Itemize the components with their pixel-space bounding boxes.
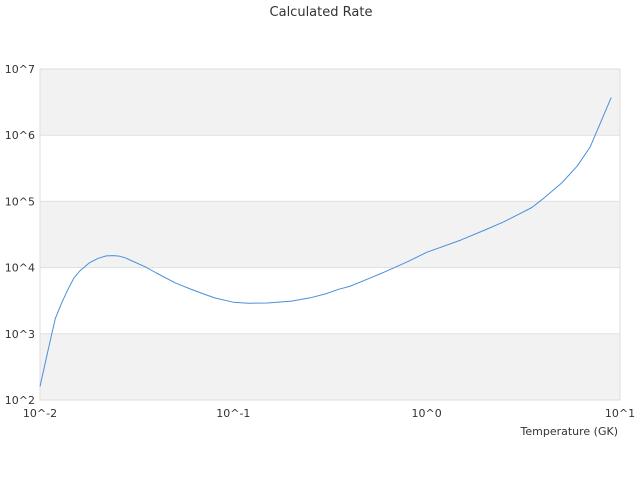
- y-tick-label: 10^7: [5, 63, 35, 76]
- x-axis-ticks: 10^-2 10^-1 10^0 10^1: [23, 407, 635, 420]
- x-tick-label: 10^0: [412, 407, 442, 420]
- grid-bands: [40, 69, 620, 400]
- grid-band: [40, 69, 620, 136]
- y-tick-label: 10^5: [5, 195, 35, 208]
- chart-title: Calculated Rate: [270, 5, 373, 20]
- y-tick-label: 10^4: [5, 262, 35, 275]
- y-tick-label: 10^3: [5, 328, 35, 341]
- series-layer: [39, 97, 612, 387]
- grid-band: [40, 201, 620, 268]
- x-axis-title: Temperature (GK): [520, 425, 619, 438]
- grid-band: [40, 333, 620, 400]
- x-tick-label: 10^1: [605, 407, 635, 420]
- plot-frame: [39, 68, 621, 401]
- y-tick-label: 10^6: [5, 129, 35, 142]
- x-tick-label: 10^-1: [216, 407, 250, 420]
- x-tick-label: 10^-2: [23, 407, 57, 420]
- y-tick-label: 10^2: [5, 394, 35, 407]
- series-line: [39, 97, 612, 387]
- y-axis-ticks: 10^2 10^3 10^4 10^5 10^6 10^7: [5, 63, 35, 407]
